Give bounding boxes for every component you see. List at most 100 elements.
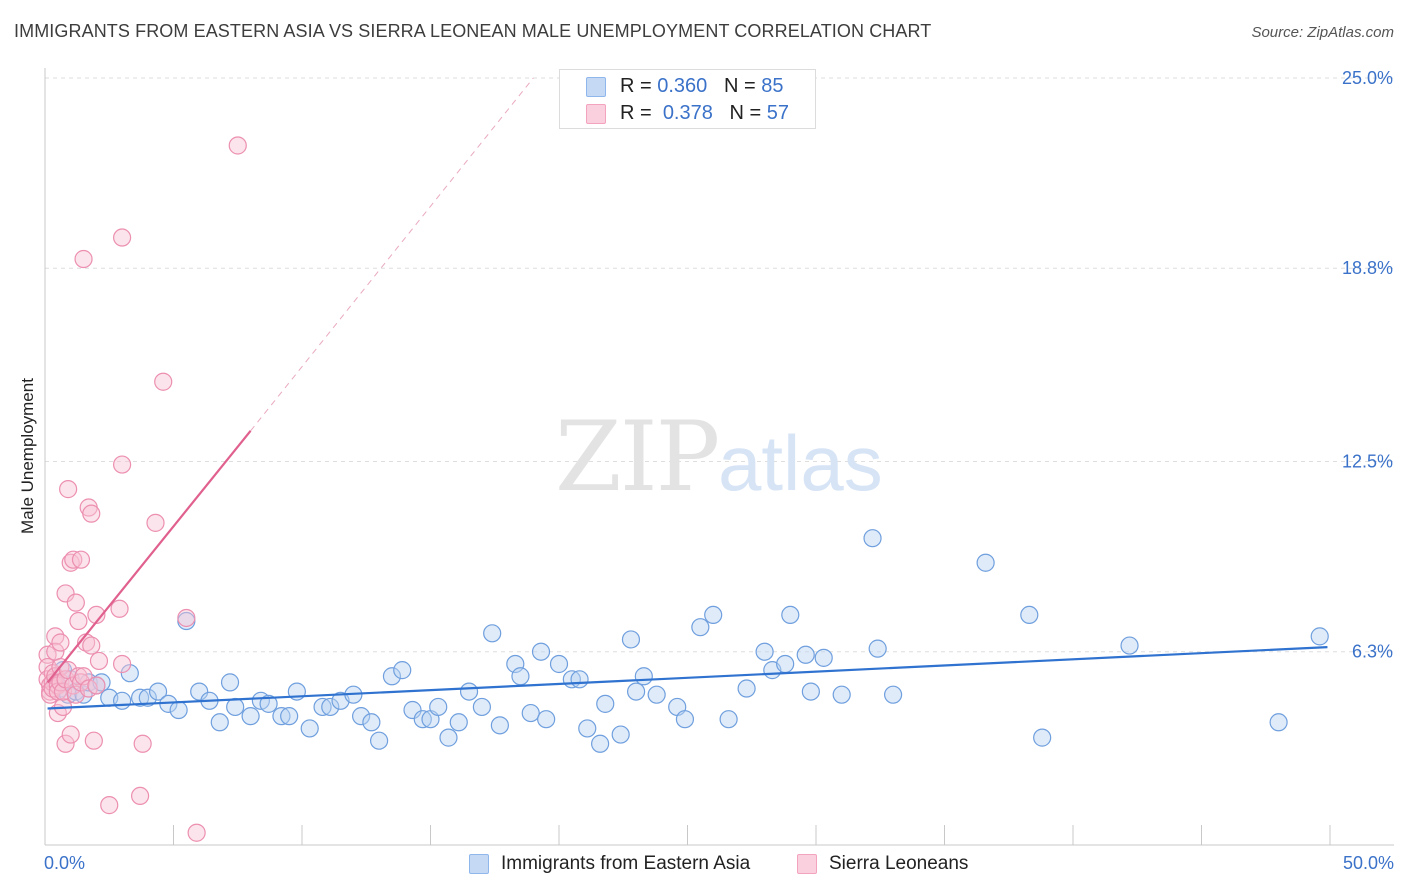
trend-line-eastern-asia <box>47 646 1328 710</box>
point-sierra-leonean <box>71 550 91 569</box>
point-sierra-leonean <box>146 513 165 532</box>
point-eastern-asia <box>439 728 458 747</box>
point-eastern-asia <box>459 682 479 701</box>
trend-lines <box>250 77 534 432</box>
point-eastern-asia <box>976 553 995 572</box>
point-eastern-asia <box>611 725 630 744</box>
point-eastern-asia <box>626 682 646 701</box>
point-eastern-asia <box>120 664 139 683</box>
point-eastern-asia <box>863 529 882 548</box>
point-eastern-asia <box>781 605 800 625</box>
point-eastern-asia <box>691 618 710 637</box>
legend-swatch-blue <box>586 77 606 97</box>
trend-line-sierra-leoneans-extension <box>250 77 534 432</box>
point-eastern-asia <box>413 710 432 729</box>
watermark: ZIP atlas <box>555 401 883 513</box>
chart-source: Source: ZipAtlas.com <box>1251 24 1394 41</box>
point-eastern-asia <box>226 697 245 717</box>
bottom-legend-swatch-pink <box>797 854 817 874</box>
point-eastern-asia <box>313 697 332 717</box>
point-sierra-leonean <box>112 455 132 474</box>
legend-r-value: 0.360 <box>657 75 708 97</box>
point-eastern-asia <box>483 624 502 643</box>
point-eastern-asia <box>537 710 556 729</box>
point-sierra-leonean <box>56 584 75 603</box>
correlation-legend: R = 0.360 N = 85 R = 0.378 N = 57 <box>559 69 816 129</box>
legend-n-value: 57 <box>766 102 790 124</box>
point-eastern-asia <box>190 682 209 701</box>
watermark-zip: ZIP <box>555 401 718 513</box>
point-eastern-asia <box>1033 728 1052 747</box>
point-eastern-asia <box>647 685 666 704</box>
point-eastern-asia <box>130 688 150 707</box>
watermark-atlas: atlas <box>718 419 883 507</box>
series-sierra-leoneans-points <box>38 136 247 842</box>
point-eastern-asia <box>220 673 240 692</box>
point-eastern-asia <box>370 731 389 750</box>
point-eastern-asia <box>596 694 615 713</box>
legend-n-label: N = <box>723 75 756 97</box>
point-eastern-asia <box>796 645 815 664</box>
point-sierra-leonean <box>133 734 152 753</box>
point-eastern-asia <box>1020 605 1039 625</box>
point-sierra-leonean <box>61 553 80 572</box>
trend-line-sierra-leoneans <box>46 430 252 684</box>
bottom-legend-sierra-leoneans: Sierra Leoneans <box>797 852 968 876</box>
axes <box>44 68 1394 846</box>
point-eastern-asia <box>868 639 887 658</box>
bottom-legend-swatch-blue <box>469 854 489 874</box>
point-eastern-asia <box>634 667 653 686</box>
y-tick-label: 12.5% <box>1342 452 1393 472</box>
point-eastern-asia <box>737 679 756 698</box>
legend-r-value: 0.378 <box>662 102 713 124</box>
point-sierra-leonean <box>110 599 129 618</box>
legend-swatch-pink <box>586 104 606 124</box>
point-sierra-leonean <box>61 725 80 744</box>
point-eastern-asia <box>801 682 820 701</box>
point-eastern-asia <box>521 703 540 723</box>
point-sierra-leonean <box>51 633 70 652</box>
point-eastern-asia <box>362 713 381 732</box>
point-eastern-asia <box>210 713 229 732</box>
point-sierra-leonean <box>69 611 88 631</box>
point-sierra-leonean <box>56 734 75 753</box>
point-eastern-asia <box>241 707 260 726</box>
x-tick-label-min: 0.0% <box>44 853 85 873</box>
point-eastern-asia <box>352 707 371 726</box>
point-eastern-asia <box>704 605 723 625</box>
legend-r-label: R = <box>620 102 652 124</box>
bottom-legend-eastern-asia: Immigrants from Eastern Asia <box>469 852 750 876</box>
point-eastern-asia <box>511 667 530 686</box>
point-sierra-leonean <box>66 593 85 612</box>
point-eastern-asia <box>403 700 422 720</box>
bottom-legend-label: Immigrants from Eastern Asia <box>501 853 751 874</box>
point-sierra-leonean <box>112 654 132 674</box>
legend-n-value: 85 <box>761 75 784 97</box>
point-eastern-asia <box>719 710 738 729</box>
point-eastern-asia <box>1269 713 1288 732</box>
point-eastern-asia <box>272 707 291 726</box>
point-eastern-asia <box>814 648 833 667</box>
point-eastern-asia <box>549 654 569 674</box>
point-eastern-asia <box>169 700 188 720</box>
point-eastern-asia <box>675 710 695 729</box>
point-eastern-asia <box>621 630 641 649</box>
point-eastern-asia <box>393 661 412 680</box>
y-tick-label: 6.3% <box>1352 642 1393 662</box>
y-tick-label: 25.0% <box>1342 68 1393 88</box>
point-eastern-asia <box>321 697 340 717</box>
point-eastern-asia <box>148 682 168 701</box>
point-eastern-asia <box>490 716 509 735</box>
point-eastern-asia <box>472 697 491 717</box>
point-eastern-asia <box>1310 627 1329 646</box>
chart-title: IMMIGRANTS FROM EASTERN ASIA VS SIERRA L… <box>14 21 932 41</box>
point-eastern-asia <box>531 642 551 661</box>
y-tick-label: 18.8% <box>1342 258 1393 278</box>
point-sierra-leonean <box>177 608 196 628</box>
point-eastern-asia <box>259 694 278 713</box>
point-sierra-leonean <box>82 504 101 523</box>
legend-r-label: R = <box>620 75 652 97</box>
point-sierra-leonean <box>87 676 106 695</box>
point-sierra-leonean <box>112 228 132 247</box>
